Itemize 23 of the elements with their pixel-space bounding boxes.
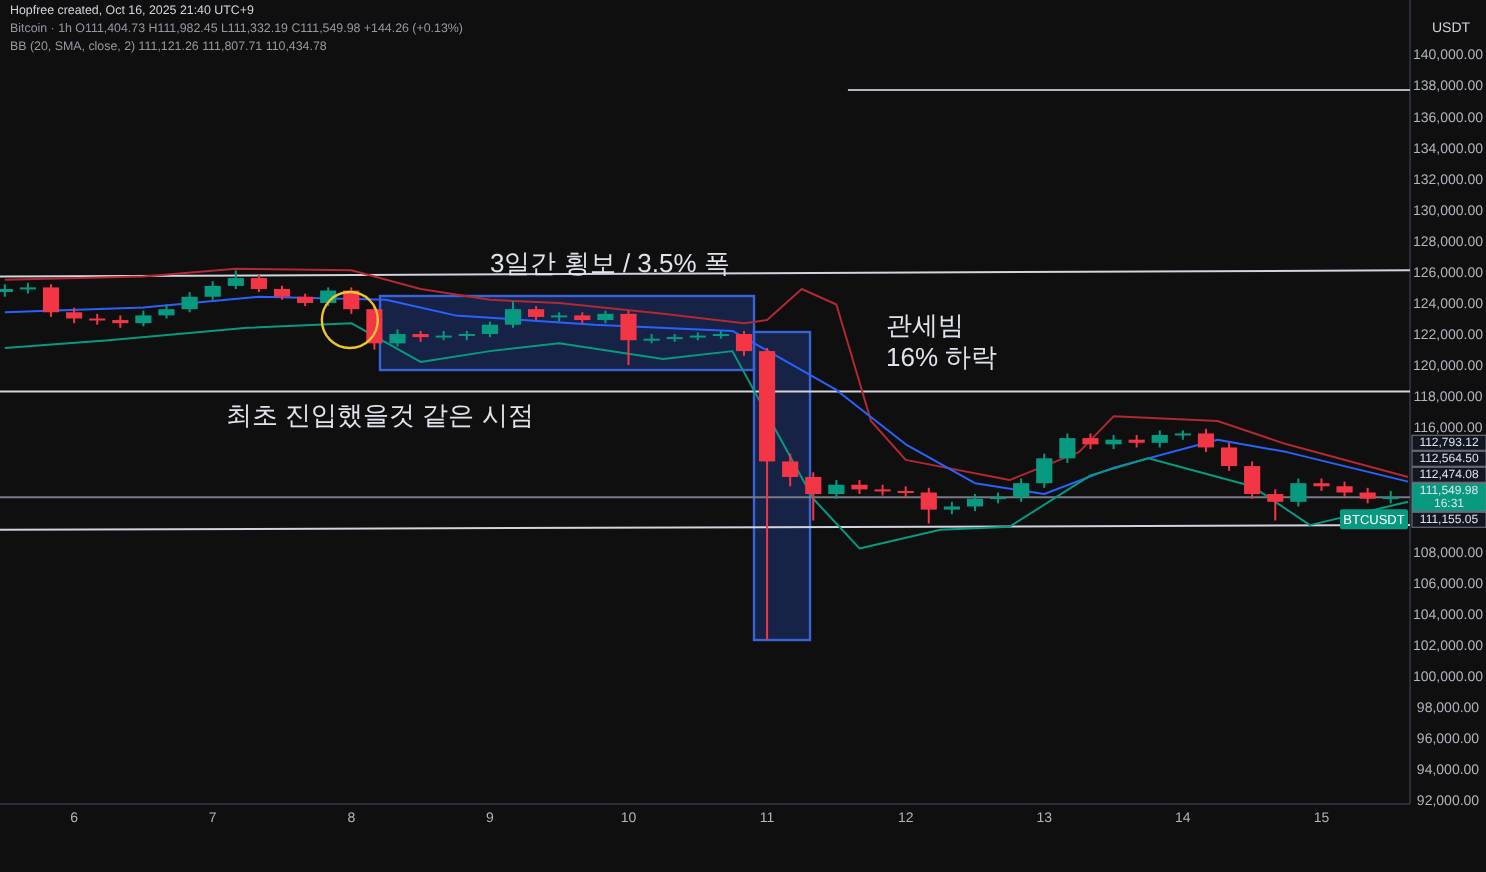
candlestick <box>1244 460 1261 500</box>
candlestick <box>782 452 799 488</box>
candlestick <box>828 479 845 500</box>
candlestick <box>735 329 753 357</box>
annotation: 관세빔 16% 하락 <box>886 310 998 372</box>
candlestick <box>1290 477 1307 508</box>
candlestick <box>204 280 221 301</box>
candlestick <box>1036 452 1053 489</box>
candlestick <box>805 471 822 522</box>
candlestick <box>42 283 60 318</box>
candlestick <box>504 300 522 329</box>
annotation: 최초 진입했을것 같은 시점 <box>226 400 534 430</box>
candlestick <box>1267 488 1284 522</box>
candlestick <box>620 309 637 367</box>
candlestick <box>1059 432 1076 464</box>
candlestick <box>181 291 198 314</box>
candlestick <box>920 486 937 525</box>
annotation: 3일간 횡보 / 3.5% 폭 <box>490 248 730 278</box>
candlestick <box>1197 427 1215 454</box>
candlestick <box>1220 441 1238 472</box>
line-series <box>3 295 1410 496</box>
candlestick <box>1013 477 1030 503</box>
candlestick <box>227 269 244 290</box>
